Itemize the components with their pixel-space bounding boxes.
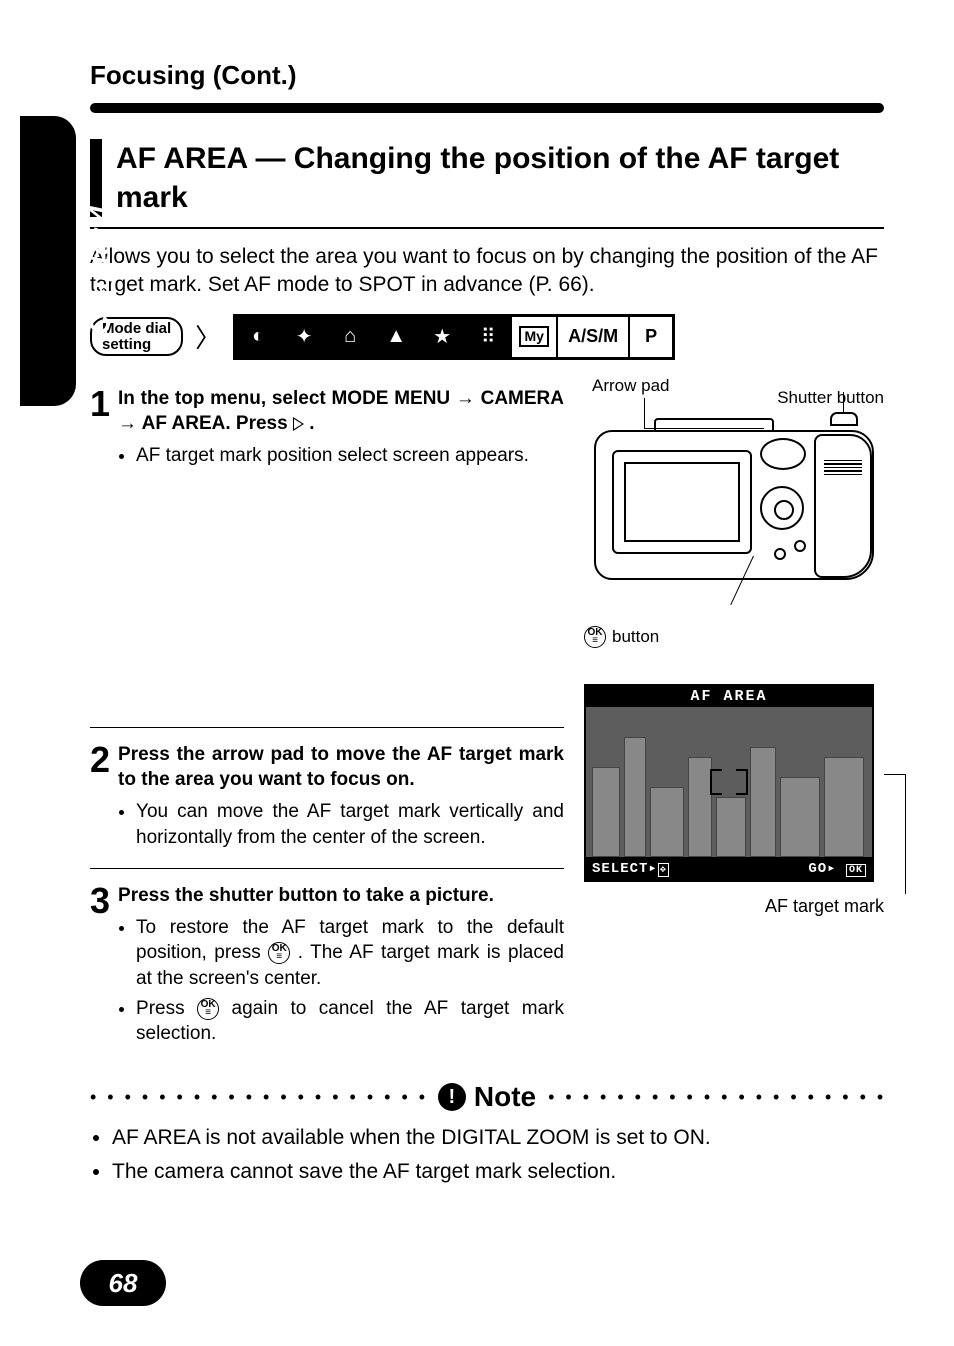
note-item: AF AREA is not available when the DIGITA…: [112, 1123, 884, 1153]
chapter-tab: Chapter 4: [20, 116, 76, 406]
divider: [90, 727, 564, 728]
dots-left: • • • • • • • • • • • • • • • • • • • • …: [90, 1087, 426, 1108]
chapter-label: Chapter 4: [84, 150, 116, 390]
figure-column: Arrow pad Shutter button: [584, 376, 884, 1061]
page: Chapter 4 Focusing (Cont.) AF AREA — Cha…: [0, 0, 954, 1346]
step-2: 2 Press the arrow pad to move the AF tar…: [90, 732, 564, 865]
step-number: 1: [90, 386, 110, 473]
step-bullet: To restore the AF target mark to the def…: [136, 915, 564, 992]
af-target-mark-icon: [710, 769, 748, 795]
step-bullet: Press OK≡ again to cancel the AF target …: [136, 996, 564, 1047]
lcd-title: AF AREA: [586, 686, 872, 707]
leader-line: [884, 774, 906, 775]
content-columns: 1 In the top menu, select MODE MENU → CA…: [90, 376, 884, 1061]
lcd-scene: [586, 707, 872, 857]
mode-indoor-icon: ⌂: [328, 317, 374, 357]
leader-line: [905, 774, 906, 894]
mode-dial-arrow-icon: 〉: [195, 318, 221, 355]
camera-grip: [814, 434, 872, 578]
camera-arrow-pad: [760, 486, 804, 530]
step-body: In the top menu, select MODE MENU → CAME…: [118, 386, 564, 473]
lcd-figure: AF AREA SE: [584, 684, 884, 917]
step-bullets: To restore the AF target mark to the def…: [118, 915, 564, 1047]
right-triangle-icon: [293, 417, 304, 431]
step-3: 3 Press the shutter button to take a pic…: [90, 873, 564, 1061]
ok-button-icon: OK≡: [197, 998, 219, 1020]
camera-ok-button: [794, 540, 806, 552]
page-header: Focusing (Cont.): [90, 60, 884, 103]
figure-top-labels: Arrow pad Shutter button: [584, 376, 884, 400]
lcd-select-label: SELECT▸✥: [592, 860, 669, 877]
step-bullet: You can move the AF target mark vertical…: [136, 799, 564, 850]
af-target-caption: AF target mark: [584, 896, 884, 917]
camera-shutter: [830, 412, 858, 426]
mode-dial-row: Mode dial setting 〉 ◐ ✦ ⌂ ▲ ★ ⠿ My A/S/M…: [90, 314, 884, 360]
divider-thick: [90, 103, 884, 113]
note-label: Note: [474, 1081, 536, 1113]
mode-my-icon: My: [512, 317, 558, 357]
ok-button-icon: OK≡: [584, 626, 606, 648]
mode-movie-icon: ⠿: [466, 317, 512, 357]
step-body: Press the shutter button to take a pictu…: [118, 883, 564, 1051]
arrow-pad-label: Arrow pad: [592, 376, 669, 396]
mode-portrait-icon: ◐: [236, 317, 282, 357]
step-bullets: AF target mark position select screen ap…: [118, 443, 564, 469]
mode-sports-icon: ✦: [282, 317, 328, 357]
mode-landscape-icon: ▲: [374, 317, 420, 357]
section-title: AF AREA — Changing the position of the A…: [116, 139, 884, 217]
ok-button-icon: OK≡: [268, 942, 290, 964]
note-item: The camera cannot save the AF target mar…: [112, 1157, 884, 1187]
step-number: 3: [90, 883, 110, 1051]
step-instruction: In the top menu, select MODE MENU → CAME…: [118, 386, 564, 437]
dots-right: • • • • • • • • • • • • • • • • • • • • …: [548, 1087, 884, 1108]
leader-line: [843, 392, 844, 414]
camera-mode-dial: [760, 438, 806, 470]
intro-text: Allows you to select the area you want t…: [90, 243, 884, 300]
step-bullet: AF target mark position select screen ap…: [136, 443, 564, 469]
grip-texture: [824, 460, 862, 476]
mode-p-cell: P: [630, 317, 672, 357]
ok-button-callout: OK≡ button: [584, 626, 884, 648]
camera-screen-inner: [624, 462, 740, 542]
note-list: AF AREA is not available when the DIGITA…: [90, 1123, 884, 1188]
leader-line: [644, 428, 764, 429]
step-number: 2: [90, 742, 110, 855]
camera-diagram: [584, 400, 884, 620]
mode-asm-cell: A/S/M: [558, 317, 630, 357]
mode-night-icon: ★: [420, 317, 466, 357]
divider: [90, 868, 564, 869]
page-number: 68: [109, 1268, 138, 1299]
step-body: Press the arrow pad to move the AF targe…: [118, 742, 564, 855]
note-header-row: • • • • • • • • • • • • • • • • • • • • …: [90, 1081, 884, 1113]
spacer: [90, 483, 564, 723]
step-instruction: Press the shutter button to take a pictu…: [118, 883, 564, 909]
note-center: ! Note: [426, 1081, 548, 1113]
mode-dial-box: ◐ ✦ ⌂ ▲ ★ ⠿ My A/S/M P: [233, 314, 675, 360]
leader-line: [644, 398, 645, 428]
lcd-screen: AF AREA SE: [584, 684, 874, 882]
step-instruction: Press the arrow pad to move the AF targe…: [118, 742, 564, 793]
step-1: 1 In the top menu, select MODE MENU → CA…: [90, 376, 564, 483]
lcd-footer: SELECT▸✥ GO▸ OK: [586, 857, 872, 880]
step-bullets: You can move the AF target mark vertical…: [118, 799, 564, 850]
steps-column: 1 In the top menu, select MODE MENU → CA…: [90, 376, 564, 1061]
page-number-badge: 68: [80, 1260, 166, 1306]
lcd-go-label: GO▸ OK: [808, 860, 866, 877]
camera-small-button: [774, 548, 786, 560]
section-header: AF AREA — Changing the position of the A…: [90, 139, 884, 229]
ok-button-label: button: [612, 627, 659, 647]
note-icon: !: [438, 1083, 466, 1111]
